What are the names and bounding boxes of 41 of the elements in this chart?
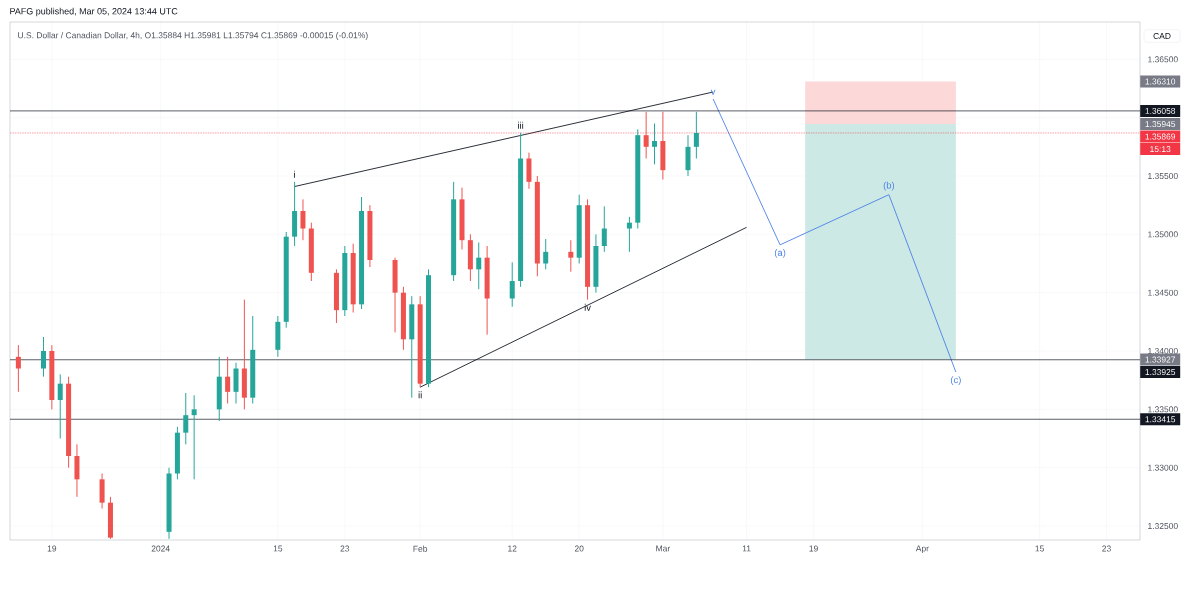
ref-line-label: 1.33925 xyxy=(1145,369,1176,376)
x-tick-label: 12 xyxy=(508,545,517,552)
annotation: iii xyxy=(518,121,524,129)
y-tick-label: 1.35500 xyxy=(1148,173,1178,179)
annotation: i xyxy=(294,170,296,178)
x-tick-label: 23 xyxy=(340,545,350,552)
x-tick-label: 20 xyxy=(574,545,584,552)
x-tick-label: 15 xyxy=(273,545,283,552)
y-tick-label: 1.34000 xyxy=(1148,348,1178,354)
line-series xyxy=(712,98,957,373)
x-tick-label: Mar xyxy=(656,545,671,552)
y-tick-label: 1.32500 xyxy=(1148,523,1178,529)
text: U.S. Dollar / Canadian Dollar, 4h, O1.35884 H1.35981 L1.35794 C1.35869 -0.00015 (-0.01%) xyxy=(18,32,368,40)
x-tick-label: 15 xyxy=(1035,545,1044,552)
text: 15:13 xyxy=(1150,146,1171,153)
ref-line-label: 1.33415 xyxy=(1145,416,1176,423)
annotation: (a) xyxy=(774,249,786,258)
annotation: ii xyxy=(418,391,422,399)
x-tick-label: 19 xyxy=(47,545,57,552)
chart-subtitle: PAFG published, Mar 05, 2024 13:44 UTC xyxy=(10,7,178,17)
y-tick-label: 1.36500 xyxy=(1148,56,1178,63)
annotation: (c) xyxy=(950,376,961,386)
x-tick-label: 23 xyxy=(1102,545,1111,552)
x-tick-label: Feb xyxy=(413,545,428,552)
annotation: v xyxy=(710,89,716,95)
y-tick-label: 1.34500 xyxy=(1148,289,1178,296)
y-axis-title: CAD xyxy=(1153,33,1171,39)
text: 1.36310 xyxy=(1145,78,1176,85)
annotation: (b) xyxy=(883,181,895,191)
y-tick-label: 1.35000 xyxy=(1148,231,1178,238)
ref-line-label: 1.35869 xyxy=(1145,133,1176,140)
x-tick-label: 2024 xyxy=(151,545,170,552)
ref-line-label: 1.36058 xyxy=(1145,107,1176,114)
annotation: iv xyxy=(584,303,591,311)
text: 1.33927 xyxy=(1145,356,1176,363)
y-tick-label: 1.33000 xyxy=(1148,464,1178,471)
x-tick-label: 19 xyxy=(809,545,818,552)
x-tick-label: 11 xyxy=(742,545,751,552)
text: 1.35945 xyxy=(1145,121,1176,128)
y-tick-label: 1.33500 xyxy=(1148,406,1178,413)
x-tick-label: Apr xyxy=(915,545,929,554)
